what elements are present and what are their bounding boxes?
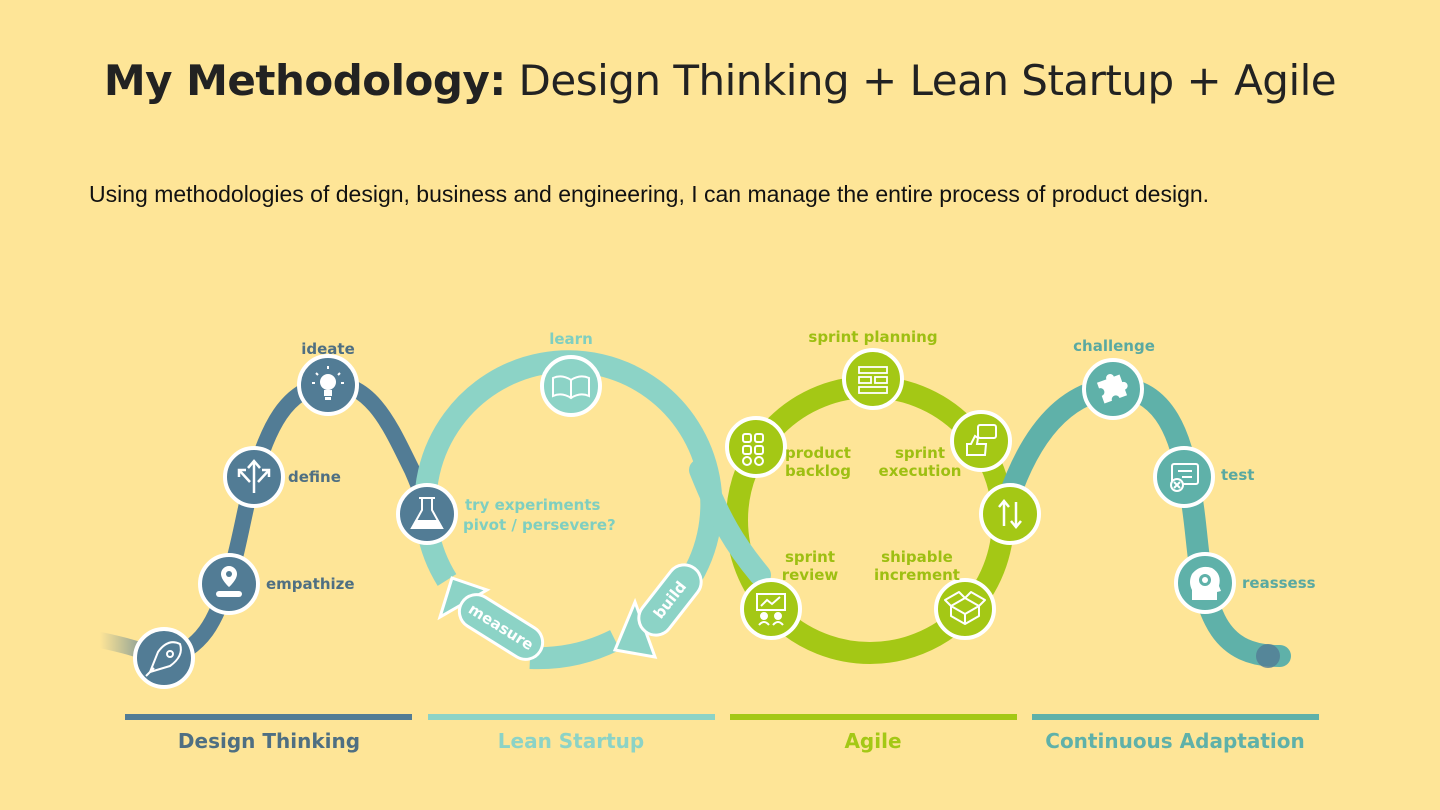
empathize-label: empathize: [266, 575, 355, 593]
shipable-label-1: shipable: [881, 548, 953, 566]
page-subtitle: Using methodologies of design, business …: [89, 181, 1210, 207]
product-backlog-label-1: product: [785, 444, 851, 462]
box-icon: [944, 591, 986, 625]
board-icon: [858, 366, 888, 394]
presentation-icon: [756, 593, 786, 626]
sprint-review-label-1: sprint: [785, 548, 835, 566]
continuous-adaptation-track: [997, 376, 1291, 667]
track-end-dot: [1256, 644, 1280, 668]
rocket-icon: [145, 641, 182, 677]
lean-to-agile-connector: [689, 459, 771, 586]
puzzle-icon: [1096, 373, 1128, 404]
swap-arrows-icon: [998, 499, 1022, 529]
node-sprint-review: [740, 578, 802, 640]
agile-bar: [730, 714, 1017, 720]
test-label: test: [1221, 466, 1254, 484]
reassess-label: reassess: [1242, 574, 1316, 592]
sprint-execution-label-1: sprint: [895, 444, 945, 462]
node-rocket: [133, 627, 195, 689]
node-sprint-planning: [842, 348, 904, 410]
lean-startup-phase-label: Lean Startup: [498, 729, 644, 753]
title-bold: My Methodology:: [103, 56, 506, 105]
lean-startup-bottom-arc: [529, 630, 620, 670]
lightbulb-icon: [312, 366, 344, 400]
node-challenge: [1082, 358, 1144, 420]
node-experiment: [396, 483, 458, 545]
design-thinking-bar: [125, 714, 412, 720]
challenge-label: challenge: [1073, 337, 1155, 355]
shipable-label-2: increment: [874, 566, 960, 584]
lean-startup-bar: [428, 714, 715, 720]
node-test: [1153, 446, 1215, 508]
book-icon: [552, 375, 590, 400]
node-define: [223, 446, 285, 508]
page-title: My Methodology: Design Thinking + Lean S…: [0, 56, 1440, 105]
product-backlog-label-2: backlog: [785, 462, 851, 480]
flask-icon: [410, 497, 444, 529]
agile-phase-label: Agile: [844, 729, 901, 753]
measure-pill: measure: [457, 593, 545, 661]
define-label: define: [288, 468, 341, 486]
build-pill: build: [637, 563, 703, 637]
node-empathize: [198, 553, 260, 615]
ideate-label: ideate: [301, 340, 355, 358]
head-gear-icon: [1190, 566, 1221, 600]
sprint-planning-label: sprint planning: [808, 328, 937, 346]
design-thinking-phase-label: Design Thinking: [178, 729, 360, 753]
title-rest: Design Thinking + Lean Startup + Agile: [505, 56, 1337, 105]
continuous-adaptation-phase-label: Continuous Adaptation: [1045, 729, 1304, 753]
node-ideate: [297, 354, 359, 416]
learn-label: learn: [549, 330, 593, 348]
lean-startup-ring: [414, 350, 723, 635]
sprint-execution-label-2: execution: [879, 462, 962, 480]
sprint-review-label-2: review: [782, 566, 839, 584]
node-product-backlog: [725, 416, 787, 478]
node-sprint-execution: [950, 410, 1012, 472]
diverging-arrows-icon: [237, 459, 271, 493]
node-reassess: [1174, 552, 1236, 614]
thumbs-up-icon: [966, 424, 997, 456]
node-learn: [540, 355, 602, 417]
node-swap: [979, 483, 1041, 545]
experiment-label-line2: pivot / persevere?: [463, 516, 616, 534]
continuous-adaptation-bar: [1032, 714, 1319, 720]
node-shipable-increment: [934, 578, 996, 640]
experiment-label-line1: try experiments: [465, 496, 601, 514]
design-thinking-track: [152, 375, 436, 670]
checklist-icon: [1170, 463, 1199, 492]
grid-icon: [742, 433, 764, 466]
